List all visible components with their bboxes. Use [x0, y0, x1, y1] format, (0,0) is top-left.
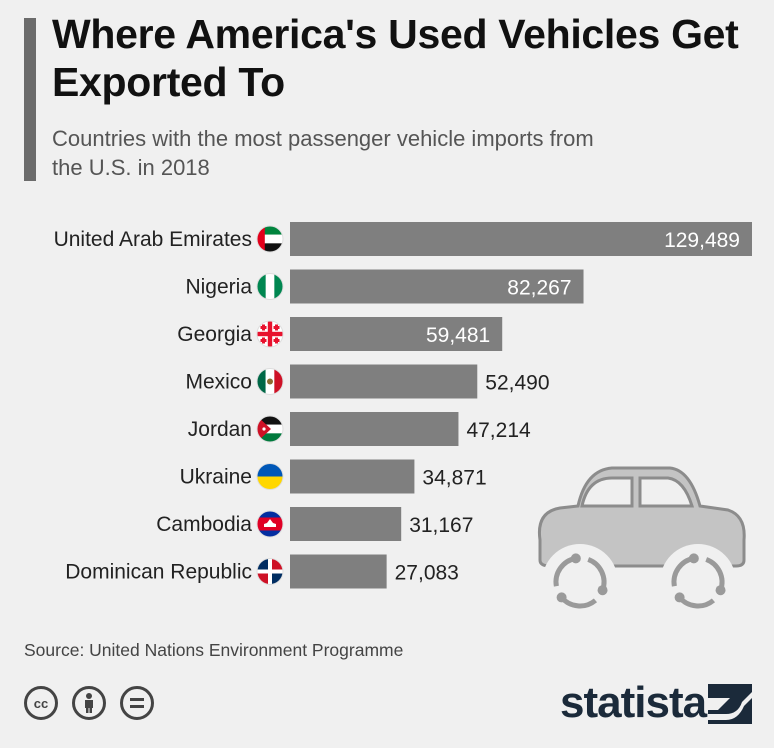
category-label: Dominican Republic: [65, 561, 252, 584]
page-title: Where America's Used Vehicles Get Export…: [52, 11, 739, 105]
cambodia-flag-icon: [257, 511, 283, 537]
category-label: Georgia: [177, 323, 252, 346]
category-label: Mexico: [185, 371, 252, 394]
bar: [290, 364, 478, 399]
category-label: Cambodia: [156, 513, 252, 536]
value-label: 34,871: [422, 467, 486, 490]
bar: [290, 269, 584, 304]
category-label: United Arab Emirates: [54, 228, 252, 251]
value-label: 129,489: [664, 229, 740, 252]
ukraine-flag-icon: [257, 463, 283, 490]
bar: [290, 554, 387, 589]
value-label: 47,214: [466, 419, 531, 442]
attribution-icon[interactable]: [72, 686, 106, 720]
bar: [290, 317, 503, 351]
value-label: 52,490: [485, 372, 549, 395]
nigeria-flag-icon: [257, 273, 283, 300]
bar-chart: United Arab Emirates 129,489 Nigeria 82,267…: [53, 222, 752, 620]
georgia-flag-icon: [257, 321, 283, 347]
category-label: Nigeria: [185, 276, 252, 299]
no-derivatives-icon[interactable]: [120, 686, 154, 720]
car-recycle-icon: [537, 466, 746, 620]
source-note: Source: United Nations Environment Progr…: [24, 640, 404, 660]
category-label: Jordan: [188, 418, 252, 441]
cc-license-icon[interactable]: cc: [24, 686, 58, 720]
jordan-flag-icon: [257, 416, 283, 442]
bar: [290, 459, 415, 494]
title-accent-bar: [24, 18, 36, 181]
value-label: 59,481: [426, 324, 490, 347]
bar: [290, 222, 752, 256]
value-label: 82,267: [507, 277, 571, 300]
statista-logo[interactable]: statista: [560, 678, 707, 727]
page-subtitle: Countries with the most passenger vehicl…: [52, 126, 594, 180]
statista-logo-icon: [708, 684, 752, 724]
value-label: 31,167: [409, 514, 473, 537]
bar: [290, 412, 459, 446]
bar: [290, 507, 402, 541]
uae-flag-icon: [257, 226, 283, 252]
category-label: Ukraine: [180, 466, 252, 489]
value-label: 27,083: [395, 562, 459, 585]
mexico-flag-icon: [257, 368, 283, 395]
